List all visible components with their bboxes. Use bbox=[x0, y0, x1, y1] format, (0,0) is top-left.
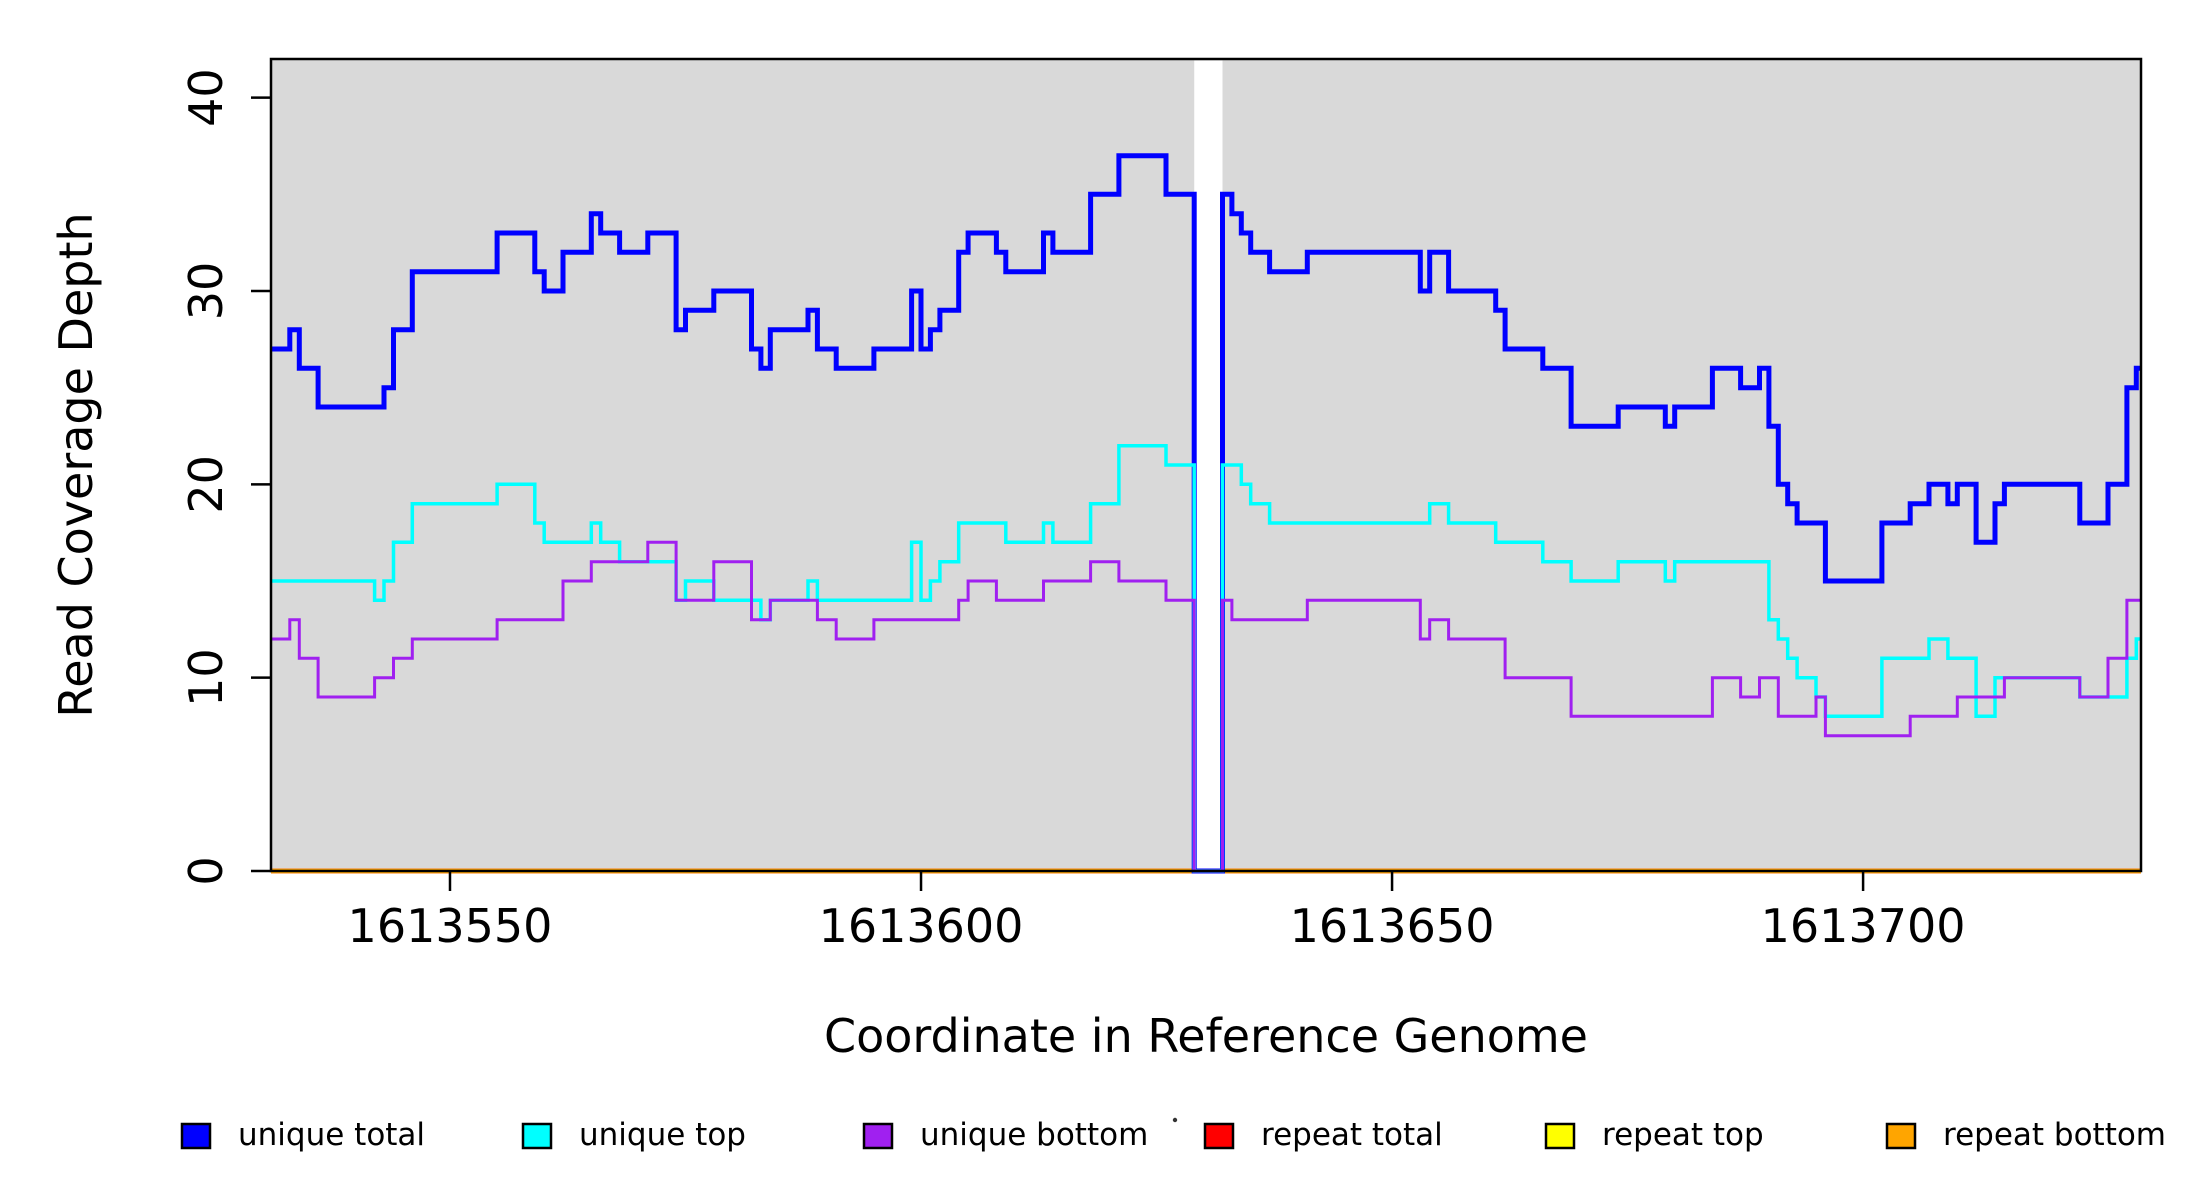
legend-label: unique bottom bbox=[920, 1117, 1148, 1153]
legend-swatch-unique-bottom bbox=[862, 1122, 894, 1150]
legend-label: unique top bbox=[579, 1117, 746, 1153]
x-tick-label: 1613550 bbox=[348, 899, 553, 953]
plot-border bbox=[269, 57, 2143, 873]
legend-label: unique total bbox=[238, 1117, 425, 1153]
legend-label: repeat top bbox=[1602, 1117, 1764, 1153]
legend-label: repeat total bbox=[1261, 1117, 1443, 1153]
plot-background-layer bbox=[271, 59, 2141, 871]
y-tick-label: 30 bbox=[179, 262, 233, 321]
legend-item-unique-total: unique total bbox=[180, 1117, 425, 1153]
legend-item-repeat-bottom: repeat bottom bbox=[1885, 1117, 2166, 1153]
legend-label: repeat bottom bbox=[1943, 1117, 2166, 1153]
x-axis-title: Coordinate in Reference Genome bbox=[824, 1009, 1588, 1063]
stray-dot bbox=[1172, 1117, 1178, 1123]
series-unique-bottom bbox=[271, 540, 2141, 873]
legend: unique total unique top unique bottom repea… bbox=[180, 1117, 2166, 1153]
y-tick-label: 20 bbox=[179, 455, 233, 514]
series-unique-total bbox=[271, 153, 2141, 874]
axes-layer: 1613550 1613600 1613650 1613700 0 10 20 30 40 bbox=[179, 57, 2143, 953]
x-tick-label: 1613600 bbox=[819, 899, 1024, 953]
legend-swatch-repeat-top bbox=[1544, 1122, 1576, 1150]
y-axis-title: Read Coverage Depth bbox=[49, 212, 103, 717]
x-tick-label: 1613650 bbox=[1290, 899, 1495, 953]
legend-swatch-unique-total bbox=[180, 1122, 212, 1150]
legend-item-repeat-top: repeat top bbox=[1544, 1117, 1764, 1153]
legend-item-repeat-total: repeat total bbox=[1203, 1117, 1443, 1153]
y-tick-label: 40 bbox=[179, 68, 233, 127]
legend-item-unique-bottom: unique bottom bbox=[862, 1117, 1148, 1153]
legend-swatch-repeat-total bbox=[1203, 1122, 1235, 1150]
legend-swatch-unique-top bbox=[521, 1122, 553, 1150]
x-tick-label: 1613700 bbox=[1761, 899, 1966, 953]
legend-swatch-repeat-bottom bbox=[1885, 1122, 1917, 1150]
y-tick-label: 10 bbox=[179, 648, 233, 707]
legend-item-unique-top: unique top bbox=[521, 1117, 746, 1153]
y-tick-label: 0 bbox=[179, 856, 233, 885]
masked-region bbox=[1194, 60, 1223, 870]
